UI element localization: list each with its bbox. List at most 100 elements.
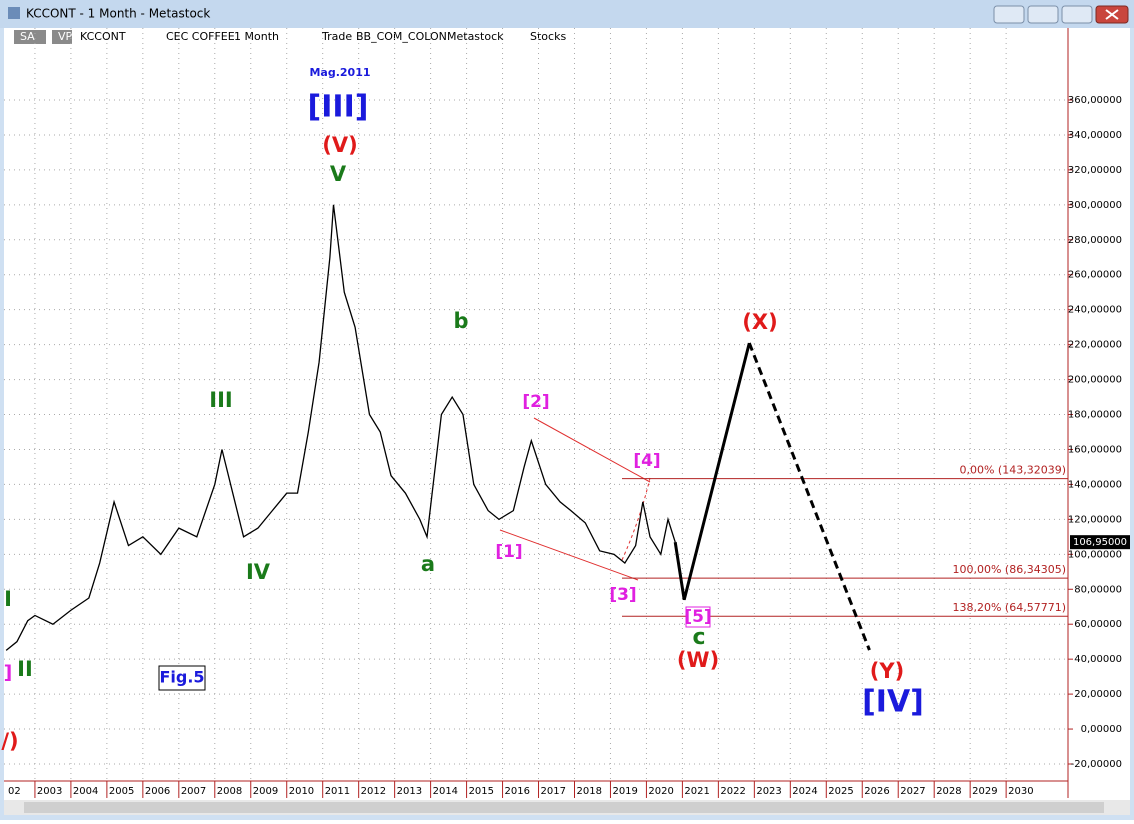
y-tick-label: 200,00000 [1068,375,1122,386]
wave-label: Mag.2011 [309,66,370,79]
lower-trendline [499,529,639,581]
wave-label: [III] [308,90,369,125]
fib-level-label: 138,20% (64,57771) [952,601,1066,614]
x-tick-label: 2006 [145,786,170,797]
x-tick-label: 2029 [972,786,997,797]
y-tick-label: 300,00000 [1068,200,1122,211]
x-tick-label: 2015 [469,786,494,797]
toolbar-button-bg [14,30,46,44]
toolbar-item[interactable]: KCCONT [80,30,126,43]
grid: -20,00000 0,00000 20,00000 40,00000 60,00000… [4,28,1122,798]
wave-label: [2] [522,392,549,412]
window-title: KCCONT - 1 Month - Metastock [26,7,210,21]
y-tick-label: 340,00000 [1068,130,1122,141]
x-tick-label: 2009 [253,786,278,797]
wave-label: /) [1,729,18,753]
y-tick-label: 280,00000 [1068,235,1122,246]
x-tick-label: 2003 [37,786,62,797]
y-tick-label: 260,00000 [1068,270,1122,281]
minimize-button[interactable] [1027,5,1059,24]
x-tick-label: 2025 [828,786,853,797]
x-tick-label: 2017 [541,786,566,797]
y-tick-label: 160,00000 [1068,444,1122,455]
toolbar-item: SA [20,30,35,43]
x-tick-label: 2028 [936,786,961,797]
close-icon [1105,9,1119,20]
wave-label: (V) [322,133,357,157]
x-tick-label: 2011 [325,786,350,797]
y-tick-label: 60,00000 [1074,619,1122,630]
x-tick-label: 2014 [433,786,458,797]
annotation-box [685,606,711,628]
wave-label: (Y) [870,659,904,683]
y-tick-label: 0,00000 [1081,724,1122,735]
wave-label: IV [246,560,271,584]
toolbar-item[interactable]: BB_COM_COLON [356,30,447,43]
toolbar-item[interactable]: 1 Month [234,30,279,43]
projection-dashed [747,342,871,651]
maximize-button[interactable] [1061,5,1093,24]
y-tick-label: 20,00000 [1074,689,1122,700]
upper-trendline [533,417,651,483]
wave-label: I [4,587,12,611]
restore-button[interactable] [993,5,1025,24]
x-tick-label: 2012 [361,786,386,797]
x-tick-label: 2010 [289,786,314,797]
wave-label: b [453,309,468,333]
wave-label: a [421,552,435,576]
x-tick-label: 2004 [73,786,98,797]
y-tick-label: 140,00000 [1068,479,1122,490]
x-tick-label: 2007 [181,786,206,797]
scroll-thumb[interactable] [24,802,1104,813]
x-tick-label: 2005 [109,786,134,797]
projection-solid [673,342,751,601]
x-tick-label: 2023 [756,786,781,797]
y-tick-label: 180,00000 [1068,410,1122,421]
title-bar [0,0,1134,28]
toolbar-button-bg [52,30,72,44]
plot: 0,00% (143,32039) 100,00% (86,34305) 138,2… [5,204,1130,651]
x-tick-label: 2026 [864,786,889,797]
fib-level-label: 0,00% (143,32039) [959,464,1066,477]
wave-label: V [330,162,347,186]
wave-label: [5] [684,607,711,627]
y-tick-label: 120,00000 [1068,514,1122,525]
wave-label: (X) [742,310,777,334]
wave-4-connector [621,477,651,561]
wave-label: [IV] [862,685,924,720]
y-tick-label: 220,00000 [1068,340,1122,351]
last-price-tag [1070,535,1130,550]
y-tick-label: -20,00000 [1071,759,1122,770]
toolbar-item[interactable]: CEC COFFEE [166,30,235,43]
wave-label: (W) [677,648,719,672]
x-tick-label: 2024 [792,786,817,797]
toolbar: SA VP KCCONT CEC COFFEE 1 Month Trade BB_COM_C… [14,30,566,44]
y-tick-label: 360,00000 [1068,95,1122,106]
x-tick-label: 2016 [505,786,530,797]
y-tick-label: 100,00000 [1068,549,1122,560]
y-tick-label: 240,00000 [1068,305,1122,316]
wave-label: ] [4,662,13,684]
toolbar-item[interactable]: Stocks [530,30,566,43]
y-tick-label: 320,00000 [1068,165,1122,176]
y-tick-label: 80,00000 [1074,584,1122,595]
x-tick-label: 2013 [397,786,422,797]
x-tick-label: 2022 [720,786,745,797]
wave-label: c [692,625,705,650]
toolbar-item[interactable]: Trade [321,30,352,43]
x-tick-label: 2021 [684,786,709,797]
chart-panel [4,28,1130,815]
wave-label: Fig.5 [159,668,204,687]
wave-label: II [17,657,33,681]
toolbar-item[interactable]: Metastock [447,30,504,43]
x-tick-label: 2030 [1008,786,1033,797]
wave-label: [4] [633,451,660,471]
x-tick-label: 02 [8,786,21,797]
wave-label: [3] [609,585,636,605]
wave-label: [1] [495,542,522,562]
x-tick-label: 2018 [576,786,601,797]
x-tick-label: 2019 [612,786,637,797]
y-tick-label: 40,00000 [1074,654,1122,665]
